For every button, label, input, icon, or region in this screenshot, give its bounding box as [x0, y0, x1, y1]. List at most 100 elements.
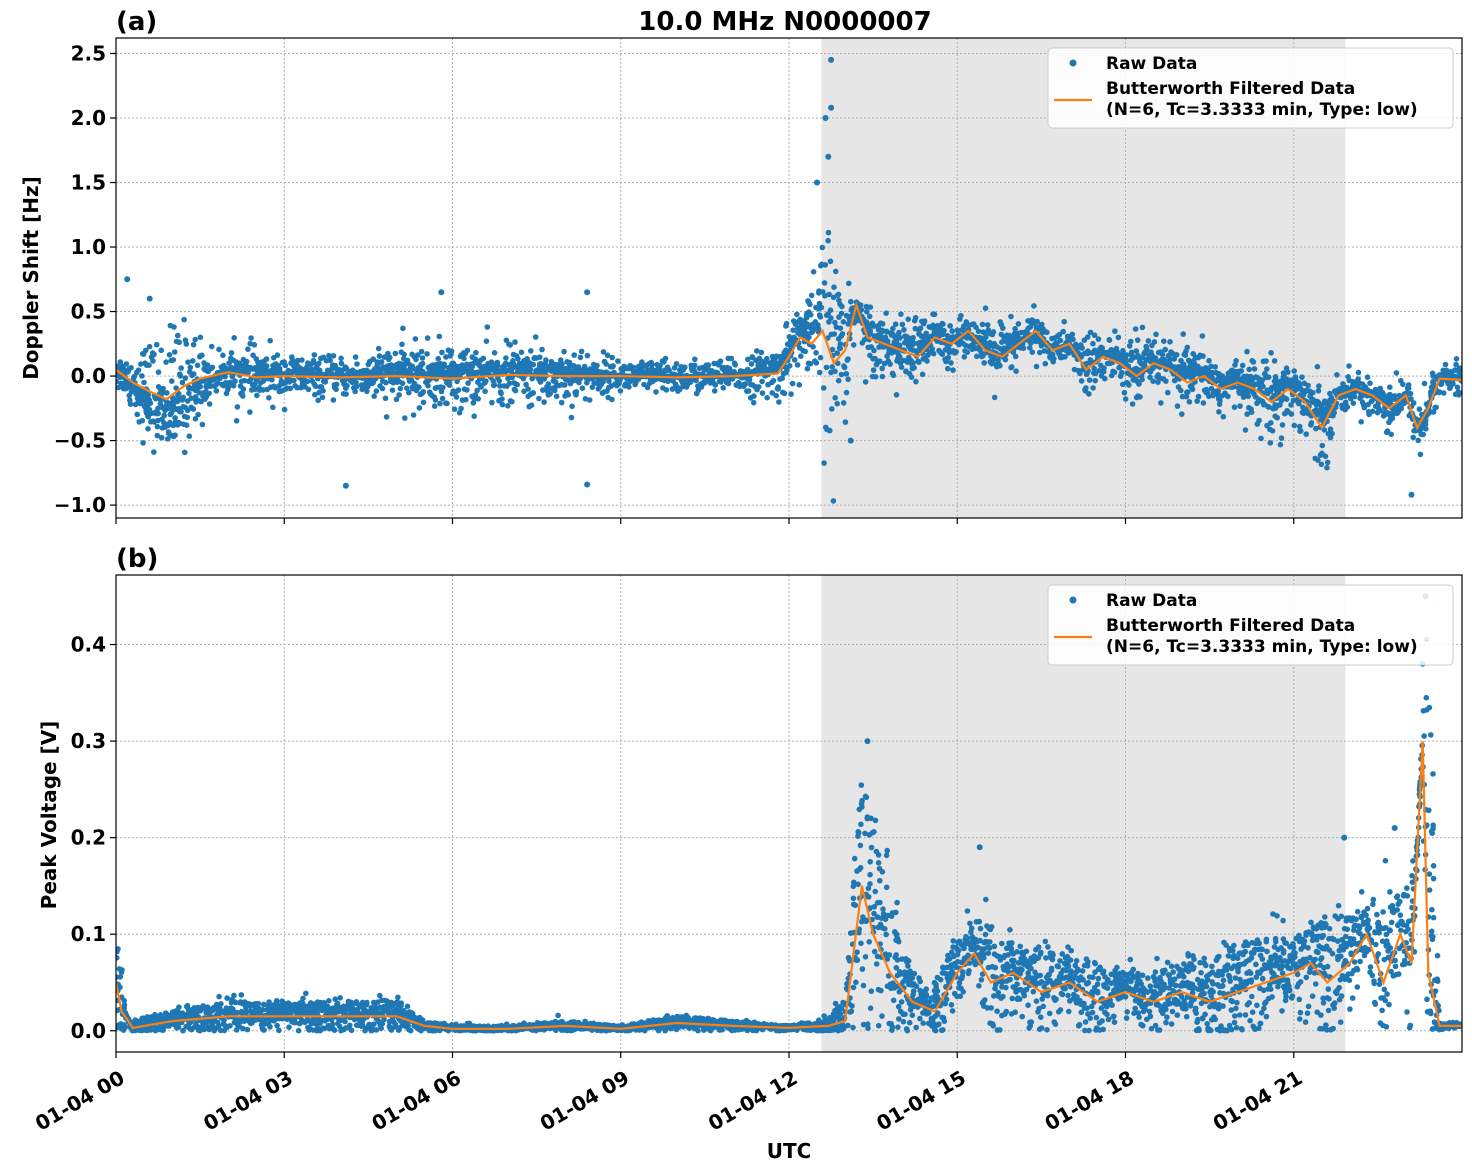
raw-data-point [1369, 408, 1376, 415]
raw-data-point [1283, 396, 1290, 403]
raw-data-point [921, 318, 928, 324]
raw-data-point [499, 369, 506, 376]
raw-data-point [1153, 331, 1159, 338]
raw-data-point [1256, 417, 1262, 424]
raw-data-point [435, 355, 442, 362]
panel-b-label: (b) [116, 544, 158, 574]
raw-data-point [561, 382, 568, 388]
raw-data-point [1079, 345, 1085, 351]
raw-data-point [1178, 387, 1184, 394]
raw-data-point [143, 408, 149, 414]
raw-data-point [867, 304, 874, 311]
raw-data-point [1220, 413, 1227, 420]
raw-data-point [1208, 363, 1214, 370]
raw-data-point [923, 330, 929, 337]
raw-data-point [151, 351, 157, 358]
raw-data-point [916, 331, 922, 337]
raw-data-point [337, 995, 344, 1001]
raw-data-outlier [1408, 491, 1415, 498]
raw-data-point [939, 351, 946, 358]
raw-data-point [832, 268, 839, 275]
raw-data-point [973, 324, 979, 331]
raw-data-point [1423, 426, 1429, 432]
raw-data-point [845, 376, 851, 383]
raw-data-point [377, 992, 383, 999]
raw-data-point [437, 400, 443, 407]
raw-data-point [1267, 440, 1274, 446]
raw-data-point [1275, 385, 1281, 391]
raw-data-point [187, 1019, 194, 1026]
raw-data-point [1112, 328, 1118, 334]
raw-data-outlier [584, 481, 591, 488]
raw-data-point [1239, 362, 1246, 369]
raw-data-point [817, 354, 824, 361]
raw-data-point [240, 393, 246, 399]
raw-data-point [609, 354, 615, 361]
raw-data-point [400, 325, 406, 332]
raw-data-point [179, 379, 186, 386]
raw-data-point [192, 416, 199, 422]
raw-data-point [247, 340, 253, 347]
raw-data-point [826, 291, 832, 298]
raw-data-point [1389, 415, 1396, 421]
raw-data-point [270, 404, 276, 411]
raw-data-point [1037, 339, 1043, 345]
raw-data-point [991, 340, 998, 347]
raw-data-point [249, 366, 256, 372]
raw-data-point [1115, 334, 1122, 341]
raw-data-point [406, 389, 412, 396]
raw-data-point [1231, 404, 1238, 411]
raw-data-point [883, 310, 889, 317]
raw-data-point [1150, 378, 1156, 385]
raw-data-point [396, 392, 402, 398]
raw-data-point [1253, 374, 1259, 380]
raw-data-point [1129, 401, 1136, 407]
raw-data-point [804, 365, 811, 372]
raw-data-point [1051, 355, 1057, 362]
raw-data-point [1398, 405, 1404, 412]
raw-data-point [449, 360, 456, 367]
raw-data-point [831, 284, 837, 291]
raw-data-point [1083, 385, 1089, 391]
raw-data-point [1137, 358, 1143, 365]
raw-data-point [326, 352, 332, 359]
raw-data-point [528, 402, 535, 409]
raw-data-point [518, 349, 525, 356]
raw-data-point [1235, 385, 1242, 391]
raw-data-point [1310, 389, 1316, 396]
raw-data-point [720, 385, 726, 391]
raw-data-point [649, 361, 655, 368]
raw-data-point [840, 400, 847, 406]
raw-data-point [231, 992, 237, 999]
raw-data-point [404, 1003, 411, 1010]
raw-data-point [178, 365, 184, 371]
raw-data-point [305, 370, 311, 377]
raw-data-point [1303, 431, 1309, 437]
raw-data-point [1083, 360, 1090, 367]
raw-data-point [446, 382, 453, 389]
raw-data-point [893, 392, 900, 398]
raw-data-point [515, 355, 521, 362]
raw-data-point [1020, 345, 1027, 352]
raw-data-point [1316, 409, 1322, 415]
raw-data-point [225, 384, 232, 390]
raw-data-point [285, 367, 292, 374]
raw-data-point [1119, 369, 1125, 376]
raw-data-point [176, 420, 183, 427]
raw-data-point [444, 400, 450, 407]
raw-data-point [600, 349, 607, 355]
raw-data-point [759, 390, 766, 396]
raw-data-point [1003, 339, 1010, 345]
raw-data-point [176, 339, 182, 346]
raw-data-point [834, 400, 840, 407]
raw-data-point [589, 384, 596, 391]
raw-data-point [1308, 420, 1315, 426]
raw-data-point [287, 385, 294, 392]
y-tick-label: 2.5 [71, 41, 106, 65]
raw-data-point [1237, 403, 1243, 409]
raw-data-point [1287, 381, 1293, 388]
raw-data-point [465, 380, 471, 386]
raw-data-points [116, 56, 1462, 504]
raw-data-point [825, 229, 832, 236]
